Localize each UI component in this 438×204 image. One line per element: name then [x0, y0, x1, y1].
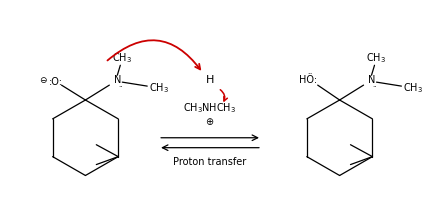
FancyArrowPatch shape — [107, 40, 200, 69]
Text: N: N — [367, 75, 374, 85]
Text: HÖ:: HÖ: — [298, 75, 316, 85]
Text: CH$_3$: CH$_3$ — [112, 51, 132, 65]
Text: :O:: :O: — [49, 77, 62, 87]
Text: CH$_3$NHCH$_3$: CH$_3$NHCH$_3$ — [183, 101, 236, 115]
Text: Proton transfer: Proton transfer — [173, 157, 246, 167]
Text: ⋅⋅: ⋅⋅ — [371, 84, 376, 90]
Text: N: N — [113, 75, 121, 85]
Text: H: H — [205, 75, 214, 85]
Text: CH$_3$: CH$_3$ — [403, 81, 423, 95]
FancyArrowPatch shape — [220, 90, 227, 101]
Text: CH$_3$: CH$_3$ — [366, 51, 385, 65]
Text: CH$_3$: CH$_3$ — [149, 81, 169, 95]
Text: $\oplus$: $\oplus$ — [205, 116, 214, 127]
Text: ⋅⋅: ⋅⋅ — [118, 84, 122, 90]
Text: $\ominus$: $\ominus$ — [39, 75, 48, 85]
